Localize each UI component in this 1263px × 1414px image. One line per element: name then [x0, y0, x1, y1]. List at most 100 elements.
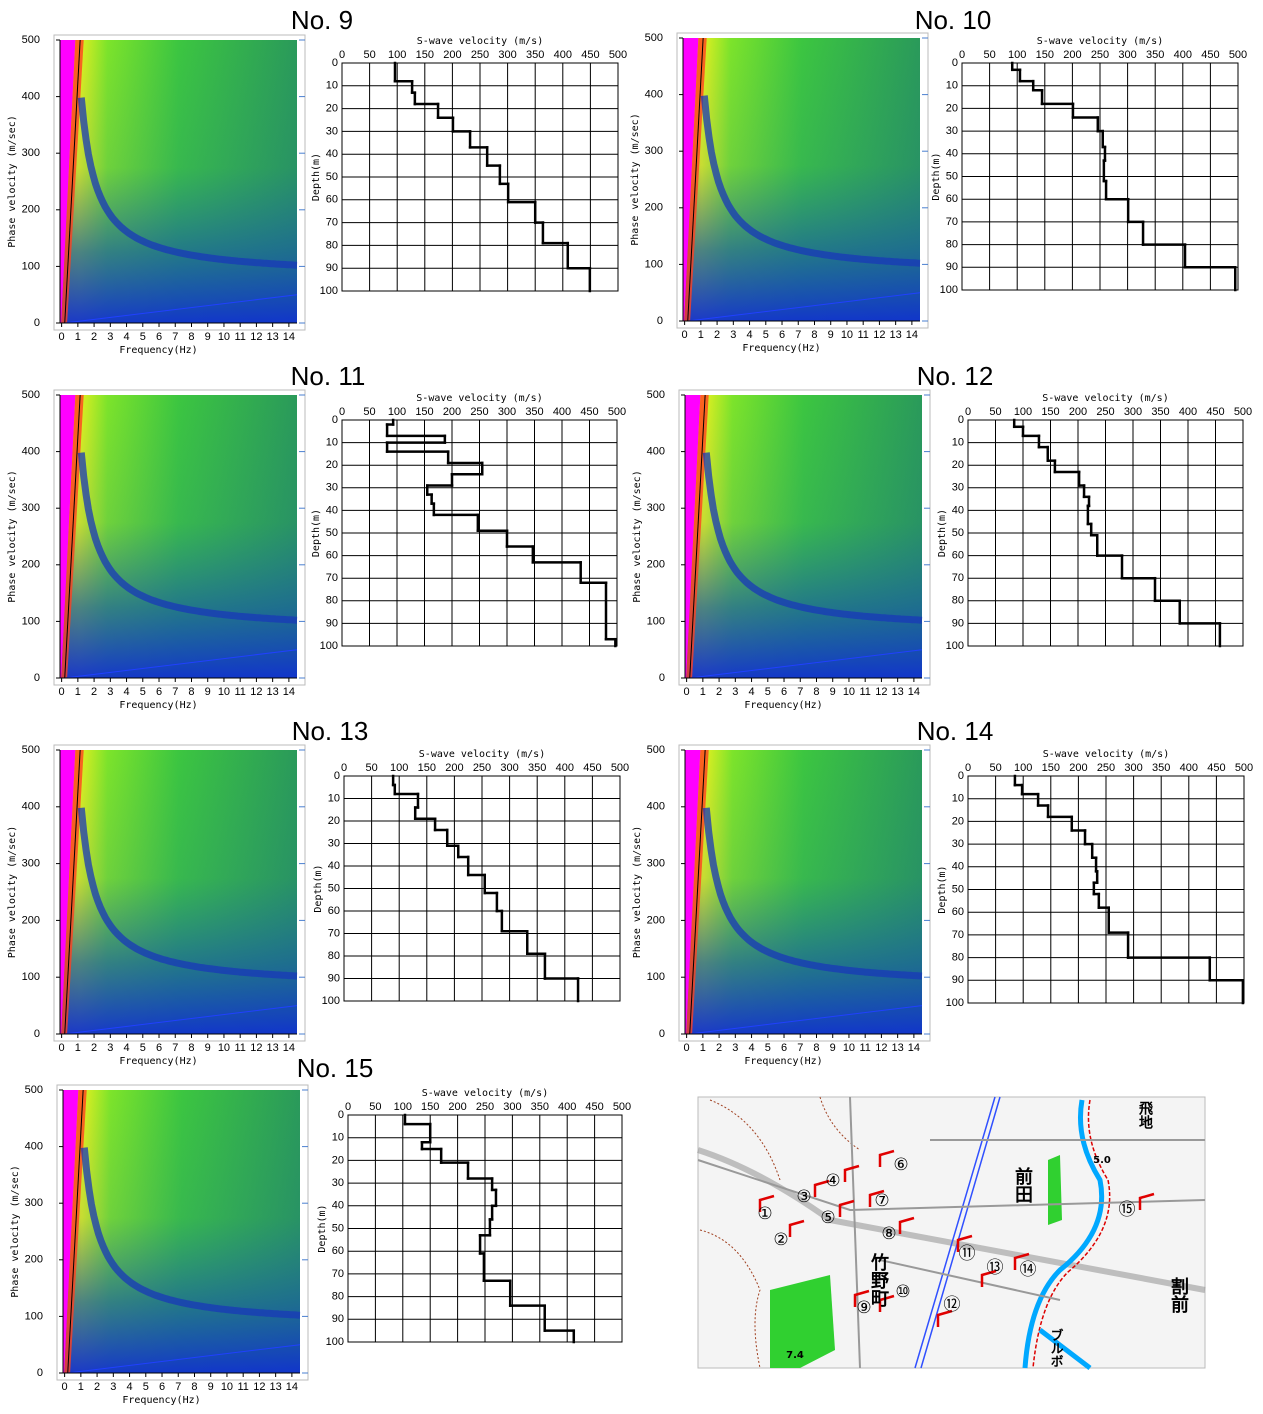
y-tick-label: 40 [328, 860, 340, 872]
x-tick-label: 1 [75, 331, 81, 343]
x-tick-label: 300 [1124, 762, 1142, 774]
y-tick-label: 400 [22, 801, 40, 813]
y-tick-label: 50 [946, 170, 958, 182]
y-tick-label: 30 [326, 482, 338, 494]
x-tick-label: 2 [91, 1042, 97, 1054]
y-tick-label: 30 [332, 1177, 344, 1189]
x-tick-label: 450 [581, 49, 599, 61]
y-axis-label: Depth(m) [317, 1204, 328, 1252]
y-tick-label: 500 [645, 32, 663, 44]
y-tick-label: 60 [952, 906, 964, 918]
x-tick-label: 9 [205, 331, 211, 343]
dispersion-panel: 0 1 2 3 4 5 6 7 8 9 10 11 12 13 140100200300400500Freq… [7, 5, 353, 356]
x-tick-label: 9 [208, 1381, 214, 1393]
survey-line [956, 1234, 973, 1252]
x-tick-label: 4 [123, 1042, 129, 1054]
y-tick-label: 70 [952, 929, 964, 941]
x-tick-label: 100 [1014, 406, 1032, 418]
survey-line [758, 1194, 775, 1212]
survey-line [936, 1309, 953, 1327]
aliasing-region [63, 1090, 79, 1373]
x-tick-label: 5 [140, 1042, 146, 1054]
site-label: ⑧ [881, 1224, 896, 1244]
x-tick-label: 8 [813, 1042, 819, 1054]
x-tick-label: 50 [983, 49, 995, 61]
y-axis-label: Phase velocity (m/sec) [632, 826, 643, 958]
panel-title: No. 14 [917, 716, 994, 746]
y-tick-label: 500 [22, 744, 40, 756]
x-tick-label: 450 [1206, 406, 1224, 418]
map-road [697, 1096, 1206, 1369]
y-tick-label: 500 [647, 389, 665, 401]
x-tick-label: 8 [191, 1381, 197, 1393]
y-tick-label: 0 [334, 770, 340, 782]
aliasing-line [64, 294, 298, 324]
x-tick-label: 3 [107, 331, 113, 343]
y-tick-label: 0 [657, 315, 663, 327]
y-tick-label: 400 [22, 91, 40, 103]
x-tick-label: 10 [221, 1381, 233, 1393]
x-tick-label: 11 [234, 1042, 245, 1054]
y-axis-label: Depth(m) [311, 153, 322, 201]
x-tick-label: 500 [609, 49, 627, 61]
aliasing-region [683, 38, 699, 321]
x-axis-label: Frequency(Hz) [744, 1056, 822, 1067]
x-tick-label: 7 [175, 1381, 181, 1393]
survey-line [853, 1289, 870, 1307]
dispersion-panel: 0 1 2 3 4 5 6 7 8 9 10 11 12 13 140100200300400500Freq… [10, 1053, 373, 1406]
x-tick-label: 400 [554, 49, 572, 61]
x-axis-label: Frequency(Hz) [742, 343, 820, 354]
y-tick-label: 200 [25, 1254, 43, 1266]
dispersion-image-shade [685, 395, 922, 678]
x-tick-label: 14 [283, 686, 295, 698]
place-name: 割前 [1168, 1276, 1189, 1314]
y-tick-label: 80 [946, 239, 958, 251]
y-tick-label: 0 [952, 57, 958, 69]
mode-trace [77, 97, 298, 269]
x-tick-label: 11 [859, 686, 870, 698]
map-park [1048, 1155, 1062, 1225]
x-tick-label: 400 [556, 762, 574, 774]
x-tick-label: 9 [830, 686, 836, 698]
x-tick-label: 3 [110, 1381, 116, 1393]
y-tick-label: 400 [645, 89, 663, 101]
y-tick-label: 0 [958, 770, 964, 782]
x-tick-label: 10 [218, 1042, 230, 1054]
x-tick-label: 0 [339, 49, 345, 61]
x-tick-label: 250 [473, 762, 491, 774]
y-tick-label: 30 [952, 838, 964, 850]
x-tick-label: 10 [218, 686, 230, 698]
x-tick-label: 4 [748, 1042, 754, 1054]
map-park [770, 1275, 835, 1368]
x-tick-label: 50 [369, 1101, 381, 1113]
aliasing-line [64, 39, 81, 324]
y-tick-label: 300 [645, 145, 663, 157]
x-tick-label: 5 [765, 1042, 771, 1054]
y-tick-label: 70 [326, 217, 338, 229]
x-tick-label: 13 [892, 1042, 904, 1054]
y-tick-label: 60 [332, 1245, 344, 1257]
survey-line [980, 1269, 997, 1287]
x-tick-label: 2 [716, 686, 722, 698]
x-tick-label: 2 [91, 331, 97, 343]
y-tick-label: 80 [326, 595, 338, 607]
panel-title: No. 9 [291, 5, 353, 35]
x-tick-label: 150 [1036, 49, 1054, 61]
x-tick-label: 14 [286, 1381, 298, 1393]
aliasing-line [689, 1005, 923, 1035]
x-tick-label: 3 [732, 1042, 738, 1054]
site-label: ⑫ [944, 1295, 961, 1315]
x-tick-label: 7 [172, 331, 178, 343]
x-tick-label: 200 [448, 1101, 466, 1113]
x-tick-label: 400 [553, 406, 571, 418]
x-axis-label: S-wave velocity (m/s) [1042, 393, 1168, 404]
survey-line [898, 1216, 915, 1234]
x-tick-label: 450 [1207, 762, 1225, 774]
y-tick-label: 40 [332, 1200, 344, 1212]
y-tick-label: 50 [952, 527, 964, 539]
x-tick-label: 400 [558, 1101, 576, 1113]
aliasing-region [60, 750, 76, 1034]
x-tick-label: 1 [700, 1042, 706, 1054]
x-tick-label: 12 [875, 1042, 887, 1054]
x-tick-label: 4 [748, 686, 754, 698]
